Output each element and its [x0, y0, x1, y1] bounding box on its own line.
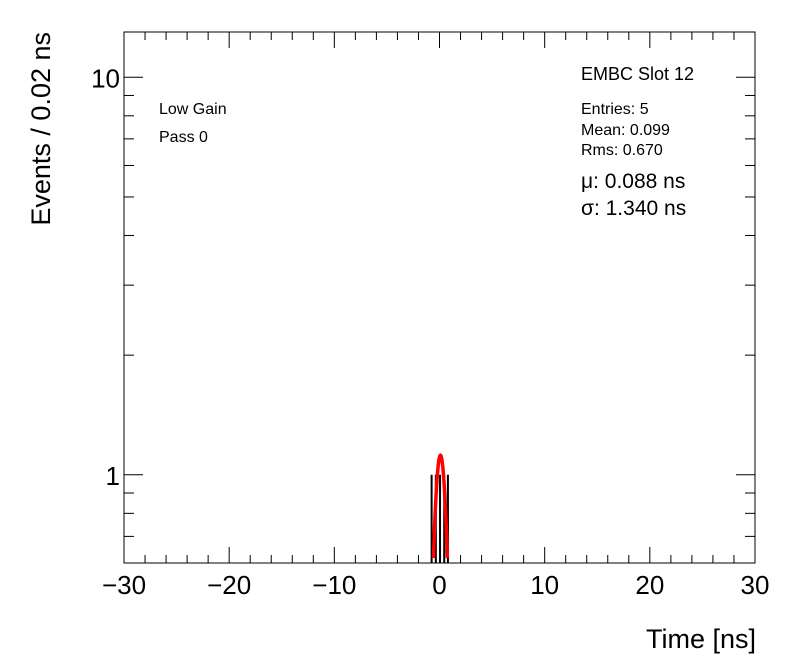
x-axis-tick-labels: −30 −20 −10 0 10 20 30 [102, 570, 770, 600]
y-tick-label: 1 [106, 461, 120, 491]
y-axis-label: Events / 0.02 ns [26, 32, 56, 226]
x-tick-label: 0 [432, 570, 446, 600]
y-axis-tick-labels: 1 10 [91, 63, 120, 491]
x-tick-label: −20 [207, 570, 251, 600]
rms-stat: Rms: 0.670 [581, 142, 663, 159]
gain-label: Low Gain [159, 101, 227, 118]
slot-label: EMBC Slot 12 [581, 64, 694, 84]
entries-stat: Entries: 5 [581, 101, 649, 118]
fit-sigma: σ: 1.340 ns [581, 197, 686, 220]
x-tick-label: −10 [312, 570, 356, 600]
y-axis-ticks [124, 76, 755, 564]
x-axis-label: Time [ns] [646, 624, 756, 654]
x-tick-label: −30 [102, 570, 146, 600]
pass-label: Pass 0 [159, 129, 208, 146]
x-tick-label: 20 [635, 570, 664, 600]
y-tick-label: 10 [91, 63, 120, 93]
gaussian-fit [431, 453, 450, 559]
x-tick-label: 10 [530, 570, 559, 600]
fit-curve-core [431, 453, 450, 559]
fit-mu: μ: 0.088 ns [581, 170, 685, 193]
x-axis-ticks [123, 32, 756, 563]
x-tick-label: 30 [741, 570, 770, 600]
mean-stat: Mean: 0.099 [581, 122, 670, 139]
